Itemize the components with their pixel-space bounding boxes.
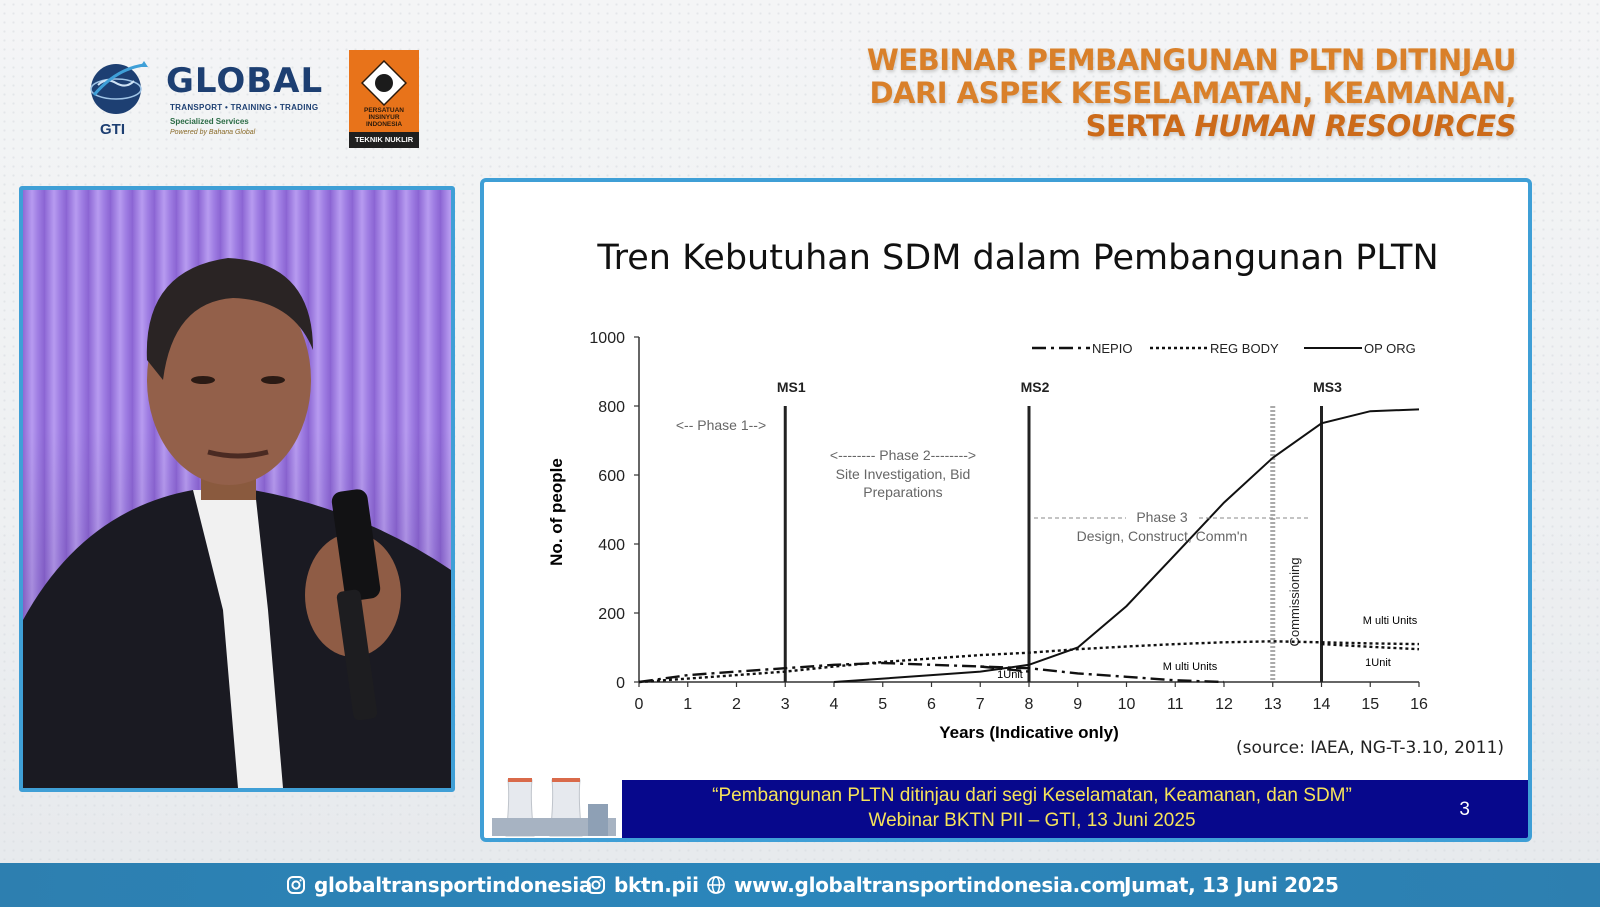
x-tick-label: 4 bbox=[830, 696, 839, 713]
series-line-reg-body bbox=[638, 640, 1420, 684]
milestone-label: MS1 bbox=[777, 379, 806, 395]
headline-line-1: WEBINAR PEMBANGUNAN PLTN DITINJAU bbox=[866, 43, 1517, 77]
x-tick-label: 0 bbox=[635, 696, 644, 713]
series-line-secondary bbox=[980, 665, 1030, 673]
slide-footer-line1: “Pembangunan PLTN ditinjau dari segi Kes… bbox=[712, 785, 1352, 806]
gti-tagline: TRANSPORT • TRAINING • TRADING bbox=[170, 103, 319, 112]
gti-abbreviation: GTI bbox=[100, 121, 125, 138]
x-tick-label: 12 bbox=[1215, 696, 1233, 713]
phase3-title: Phase 3 bbox=[1136, 509, 1188, 525]
globe-logo-icon bbox=[90, 61, 148, 114]
milestone-label: MS2 bbox=[1021, 379, 1050, 395]
chart-source: (source: IAEA, NG-T-3.10, 2011) bbox=[1236, 738, 1505, 758]
x-tick-label: 9 bbox=[1073, 696, 1082, 713]
x-tick-label: 2 bbox=[732, 696, 741, 713]
slide-title: Tren Kebutuhan SDM dalam Pembangunan PLT… bbox=[597, 238, 1439, 278]
instagram-handle-1-text: globaltransportindonesia bbox=[314, 873, 593, 897]
slide-page-number: 3 bbox=[1459, 799, 1470, 820]
website: www.globaltransportindonesia.com bbox=[706, 872, 1126, 898]
y-tick-label: 600 bbox=[598, 468, 625, 485]
x-tick-label: 8 bbox=[1025, 696, 1034, 713]
instagram-icon bbox=[587, 876, 605, 894]
speaker-figure bbox=[23, 258, 451, 788]
x-tick-label: 1 bbox=[683, 696, 692, 713]
commissioning-label: Commissioning bbox=[1287, 558, 1302, 647]
x-tick-label: 6 bbox=[927, 696, 936, 713]
x-tick-label: 5 bbox=[878, 696, 887, 713]
event-date: Jumat, 13 Juni 2025 bbox=[1124, 872, 1339, 898]
one-unit-mid: 1Unit bbox=[997, 669, 1023, 681]
x-tick-label: 3 bbox=[781, 696, 790, 713]
pii-emblem-icon bbox=[361, 60, 407, 106]
x-axis-label: Years (Indicative only) bbox=[939, 723, 1119, 742]
instagram-handle-2-text: bktn.pii bbox=[614, 873, 699, 897]
power-plant-icon bbox=[492, 778, 616, 837]
phase2-line1: Site Investigation, Bid bbox=[836, 466, 971, 482]
slide-footer-band: “Pembangunan PLTN ditinjau dari segi Kes… bbox=[622, 780, 1528, 838]
milestone-lines: MS1 MS2 MS3 Commissioning bbox=[777, 379, 1342, 682]
y-tick-label: 200 bbox=[598, 606, 625, 623]
multi-units-right: M ulti Units bbox=[1363, 615, 1418, 627]
x-tick-label: 10 bbox=[1118, 696, 1136, 713]
presentation-slide: Tren Kebutuhan SDM dalam Pembangunan PLT… bbox=[480, 178, 1532, 842]
headline-line-2: DARI ASPEK KESELAMATAN, KEAMANAN, bbox=[869, 76, 1516, 110]
instagram-handle-1: globaltransportindonesia bbox=[286, 872, 592, 898]
event-date-text: Jumat, 13 Juni 2025 bbox=[1124, 873, 1339, 897]
x-tick-label: 11 bbox=[1167, 696, 1184, 713]
one-unit-right: 1Unit bbox=[1365, 657, 1391, 669]
headline-line-3-plain: SERTA bbox=[1085, 109, 1195, 143]
phase3-sub: Design, Construct, Comm'n bbox=[1077, 528, 1248, 544]
gti-powered-by: Powered by Bahana Global bbox=[170, 129, 256, 136]
legend-label: NEPIO bbox=[1092, 341, 1132, 356]
globe-icon bbox=[707, 876, 725, 894]
x-tick-label: 16 bbox=[1410, 696, 1428, 713]
x-tick-label: 15 bbox=[1361, 696, 1379, 713]
y-tick-label: 400 bbox=[598, 537, 625, 554]
y-tick-label: 1000 bbox=[589, 330, 625, 347]
axis-ticks: 0 1 2 3 4 5 6 7 8 9 10 11 12 13 14 15 160200400600800100… bbox=[589, 330, 1428, 713]
multi-units-mid: M ulti Units bbox=[1163, 661, 1218, 673]
phase1-label: <-- Phase 1--> bbox=[676, 417, 766, 433]
workforce-chart: 0 1 2 3 4 5 6 7 8 9 10 11 12 13 14 15 160200400600800100… bbox=[547, 330, 1428, 742]
y-tick-label: 800 bbox=[598, 399, 625, 416]
phase2-line2: Preparations bbox=[863, 484, 942, 500]
x-tick-label: 7 bbox=[976, 696, 985, 713]
series-line-op-org bbox=[833, 408, 1420, 683]
slide-footer-line2: Webinar BKTN PII – GTI, 13 Juni 2025 bbox=[868, 810, 1196, 831]
y-tick-label: 0 bbox=[616, 675, 625, 692]
milestone-label: MS3 bbox=[1313, 379, 1342, 395]
x-tick-label: 14 bbox=[1313, 696, 1331, 713]
legend-label: REG BODY bbox=[1210, 341, 1279, 356]
gti-wordmark: GLOBAL bbox=[166, 61, 324, 101]
series-line-secondary bbox=[1321, 642, 1420, 651]
webinar-headline: WEBINAR PEMBANGUNAN PLTN DITINJAU DARI A… bbox=[836, 43, 1517, 143]
pii-name: PERSATUAN INSINYUR INDONESIA bbox=[364, 107, 404, 128]
pii-band: TEKNIK NUKLIR bbox=[349, 132, 419, 148]
headline-line-3-italic: HUMAN RESOURCES bbox=[1194, 109, 1516, 143]
website-text: www.globaltransportindonesia.com bbox=[734, 873, 1126, 897]
instagram-handle-2: bktn.pii bbox=[586, 872, 699, 898]
headline-line-3: SERTA HUMAN RESOURCES bbox=[836, 109, 1517, 143]
pii-logo: PERSATUAN INSINYUR INDONESIA TEKNIK NUKL… bbox=[349, 50, 419, 148]
chart-legend: NEPIO REG BODY OP ORG bbox=[1032, 341, 1416, 356]
speaker-video bbox=[19, 186, 455, 792]
bottom-info-bar: globaltransportindonesia bktn.pii www.gl… bbox=[0, 863, 1600, 907]
gti-specialized: Specialized Services bbox=[170, 117, 249, 126]
x-tick-label: 13 bbox=[1264, 696, 1282, 713]
instagram-icon bbox=[287, 876, 305, 894]
gti-logo: GTI GLOBAL TRANSPORT • TRAINING • TRADIN… bbox=[86, 55, 326, 145]
series-line-nepio bbox=[638, 661, 1225, 684]
y-axis-label: No. of people bbox=[547, 458, 566, 566]
phase2-title: <-------- Phase 2--------> bbox=[830, 447, 976, 463]
legend-label: OP ORG bbox=[1364, 341, 1416, 356]
series-lines bbox=[638, 408, 1420, 684]
